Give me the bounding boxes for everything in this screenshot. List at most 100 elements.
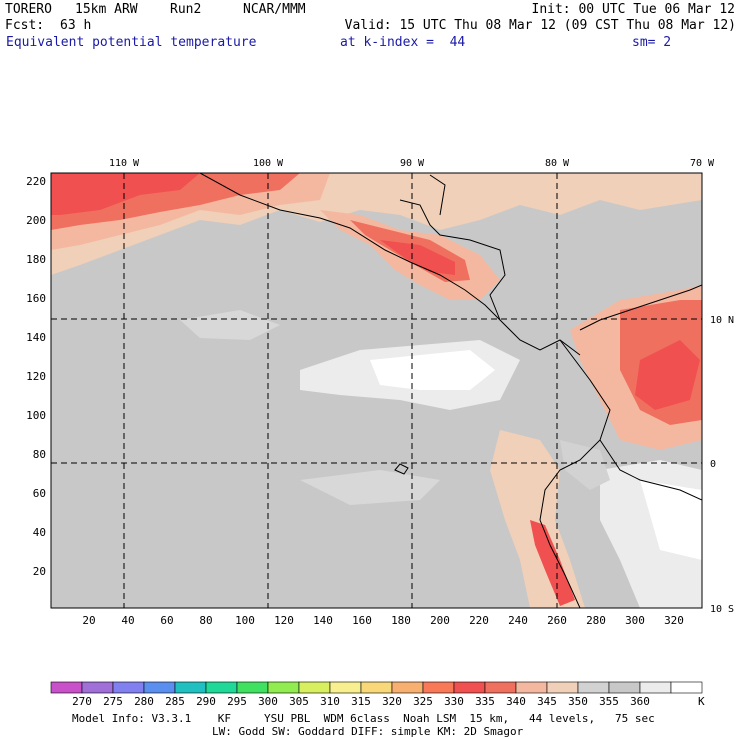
field-shading: [51, 173, 702, 608]
theta-e-map: 110 W 100 W 90 W 80 W 70 W 10 N 0 10 S 20 40 60 8…: [26, 158, 734, 627]
colorbar-label: 320: [382, 695, 402, 708]
x-tick-label: 20: [82, 614, 95, 627]
run-label: Run2: [170, 2, 202, 17]
colorbar-box: [112, 681, 145, 694]
colorbar-label: 350: [568, 695, 588, 708]
x-tick-label: 320: [664, 614, 684, 627]
x-tick-label: 80: [199, 614, 212, 627]
lat-label: 10 S: [710, 604, 734, 615]
colorbar-label: 360: [630, 695, 650, 708]
colorbar-box: [391, 681, 424, 694]
colorbar-box: [546, 681, 579, 694]
colorbar-label: 310: [320, 695, 340, 708]
y-tick-label: 100: [26, 409, 46, 422]
longitude-labels: 110 W 100 W 90 W 80 W 70 W: [109, 158, 715, 169]
model-info-line1: Model Info: V3.3.1 KF YSU PBL WDM 6class…: [72, 712, 655, 725]
smoothing-label: sm= 2: [632, 35, 672, 50]
lon-label: 90 W: [400, 158, 425, 169]
lon-label: 110 W: [109, 158, 140, 169]
field-name: Equivalent potential temperature: [6, 35, 257, 50]
org-label: NCAR/MMM: [243, 2, 306, 17]
x-tick-label: 160: [352, 614, 372, 627]
colorbar-box: [143, 681, 176, 694]
colorbar-box: [422, 681, 455, 694]
colorbar-label: 355: [599, 695, 619, 708]
colorbar-label: 345: [537, 695, 557, 708]
colorbar-label: 325: [413, 695, 433, 708]
colorbar-labels: 270 275 280 285 290 295 300 305 310 315 320 325 330 3…: [72, 695, 650, 708]
x-tick-label: 120: [274, 614, 294, 627]
y-tick-label: 20: [33, 565, 46, 578]
colorbar-label: 305: [289, 695, 309, 708]
init-time: Init: 00 UTC Tue 06 Mar 12: [531, 2, 736, 17]
colorbar-box: [670, 681, 703, 694]
colorbar-box: [608, 681, 641, 694]
y-axis-ticks: 220 200 180 160 140 120 100 80 60 40 20: [26, 175, 46, 578]
colorbar-box: [298, 681, 331, 694]
map-frame: [50, 172, 703, 609]
colorbar-box: [360, 681, 393, 694]
colorbar-label: 335: [475, 695, 495, 708]
y-tick-label: 120: [26, 370, 46, 383]
colorbar-box: [81, 681, 114, 694]
x-tick-label: 220: [469, 614, 489, 627]
colorbar-box: [329, 681, 362, 694]
x-tick-label: 260: [547, 614, 567, 627]
lon-label: 70 W: [690, 158, 715, 169]
colorbar-label: 295: [227, 695, 247, 708]
x-tick-label: 280: [586, 614, 606, 627]
colorbar-label: 330: [444, 695, 464, 708]
lat-label: 10 N: [710, 315, 734, 326]
x-tick-label: 200: [430, 614, 450, 627]
colorbar-box: [639, 681, 672, 694]
colorbar-label: 300: [258, 695, 278, 708]
colorbar-boxes: [50, 681, 703, 694]
colorbar-label: 275: [103, 695, 123, 708]
y-tick-label: 80: [33, 448, 46, 461]
colorbar-box: [236, 681, 269, 694]
colorbar-box: [453, 681, 486, 694]
graticule: [51, 173, 702, 608]
colorbar-box: [267, 681, 300, 694]
colorbar-box: [577, 681, 610, 694]
y-tick-label: 40: [33, 526, 46, 539]
y-tick-label: 60: [33, 487, 46, 500]
colorbar-box: [174, 681, 207, 694]
y-tick-label: 220: [26, 175, 46, 188]
colorbar-label: 270: [72, 695, 92, 708]
coastlines: [199, 173, 702, 608]
lat-label: 0: [710, 459, 716, 470]
latitude-labels: 10 N 0 10 S: [710, 315, 734, 615]
y-tick-label: 160: [26, 292, 46, 305]
colorbar-label: 285: [165, 695, 185, 708]
x-tick-label: 60: [160, 614, 173, 627]
x-tick-label: 300: [625, 614, 645, 627]
lon-label: 80 W: [545, 158, 570, 169]
x-tick-label: 240: [508, 614, 528, 627]
forecast-hour: 63 h: [60, 18, 92, 33]
y-tick-label: 140: [26, 331, 46, 344]
resolution-label: 15km ARW: [75, 2, 138, 17]
colorbar-label: 315: [351, 695, 371, 708]
model-name: TORERO: [5, 2, 52, 17]
x-tick-label: 140: [313, 614, 333, 627]
y-tick-label: 180: [26, 253, 46, 266]
model-info-line2: LW: Godd SW: Goddard DIFF: simple KM: 2D…: [212, 725, 524, 738]
colorbar-label: 340: [506, 695, 526, 708]
colorbar-box: [515, 681, 548, 694]
colorbar-box: [484, 681, 517, 694]
x-tick-label: 40: [121, 614, 134, 627]
colorbar-label: 290: [196, 695, 216, 708]
colorbar-label: 280: [134, 695, 154, 708]
x-axis-ticks: 20 40 60 80 100 120 140 160 180 200 220 240 260 280 30…: [82, 614, 684, 627]
colorbar-box: [205, 681, 238, 694]
forecast-label: Fcst:: [5, 18, 45, 33]
lon-label: 100 W: [253, 158, 284, 169]
x-tick-label: 180: [391, 614, 411, 627]
colorbar-unit: K: [698, 695, 705, 708]
x-tick-label: 100: [235, 614, 255, 627]
level-label: at k-index = 44: [340, 35, 466, 50]
valid-time: Valid: 15 UTC Thu 08 Mar 12 (09 CST Thu …: [344, 18, 736, 33]
y-tick-label: 200: [26, 214, 46, 227]
colorbar-box: [50, 681, 83, 694]
